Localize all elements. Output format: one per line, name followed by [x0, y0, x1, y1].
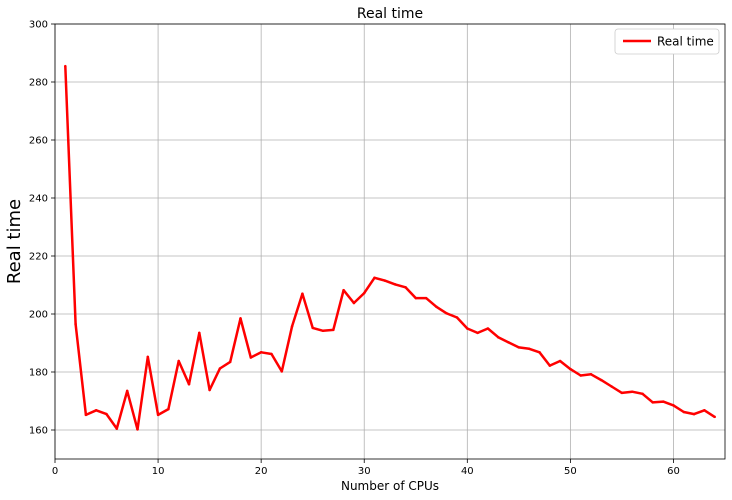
data-point [486, 327, 490, 330]
data-point [84, 413, 88, 417]
data-point [558, 359, 562, 363]
data-point [517, 346, 521, 349]
data-point [589, 373, 593, 376]
data-point [321, 329, 325, 333]
data-point [600, 378, 603, 382]
series-layer [64, 64, 716, 431]
x-tick-label: 20 [255, 466, 268, 477]
data-point [249, 356, 253, 359]
data-point [661, 400, 665, 403]
chart-title: Real time [357, 6, 423, 22]
data-point [435, 305, 438, 309]
plot-frame [54, 23, 726, 460]
data-point [466, 327, 469, 330]
data-point [445, 312, 448, 315]
y-tick-label: 180 [29, 368, 48, 379]
data-point [136, 428, 139, 431]
data-point [527, 347, 531, 351]
data-point [352, 301, 356, 305]
ticks-layer: 0 10 20 30 40 50 60 160 180 200 220 240 260 280 300 [29, 20, 680, 478]
data-point [259, 351, 263, 354]
legend: Real time [614, 28, 720, 55]
data-point [177, 359, 180, 363]
data-point [156, 413, 160, 417]
data-point [332, 328, 335, 332]
data-point [218, 367, 222, 370]
data-point [507, 341, 510, 344]
data-point [311, 326, 314, 330]
data-point [208, 388, 211, 392]
data-point [548, 364, 552, 367]
data-point [630, 390, 634, 393]
legend-box [614, 28, 720, 55]
x-tick-label: 10 [152, 466, 165, 477]
x-tick-label: 0 [52, 466, 58, 477]
data-point [672, 404, 675, 407]
y-tick-label: 160 [29, 426, 48, 437]
data-point [270, 352, 273, 356]
x-axis-label: Number of CPUs [341, 479, 439, 493]
y-axis-label: Real time [4, 199, 25, 284]
data-point [239, 317, 242, 320]
data-point [579, 374, 582, 377]
data-point [538, 351, 541, 354]
data-point [290, 324, 294, 328]
data-point [167, 407, 170, 411]
data-point [682, 410, 686, 414]
data-point [301, 292, 304, 295]
y-tick-label: 200 [29, 310, 48, 321]
legend-label: Real time [657, 35, 714, 49]
data-point [362, 291, 366, 295]
data-point [476, 331, 479, 335]
data-point [146, 355, 150, 359]
data-point [125, 389, 129, 393]
data-point [620, 391, 624, 395]
data-point [115, 427, 119, 430]
data-point [610, 385, 613, 388]
data-point [383, 279, 387, 282]
data-point [455, 316, 459, 319]
series-line [64, 66, 716, 431]
y-tick-label: 300 [29, 20, 48, 31]
x-tick-label: 50 [564, 466, 577, 477]
data-point [692, 412, 696, 416]
data-point [713, 415, 716, 419]
x-tick-label: 40 [461, 466, 474, 477]
data-point [280, 370, 284, 373]
data-point [74, 322, 77, 326]
data-point [94, 409, 98, 412]
data-point [641, 392, 644, 396]
y-tick-label: 260 [29, 136, 48, 147]
x-tick-label: 60 [667, 466, 680, 477]
data-point [198, 331, 201, 335]
grid-lines [54, 23, 725, 459]
data-point [64, 64, 67, 68]
y-tick-label: 280 [29, 78, 48, 89]
data-point [414, 296, 418, 300]
y-tick-label: 240 [29, 194, 48, 205]
x-tick-label: 30 [358, 466, 371, 477]
data-point [373, 276, 376, 280]
data-point [228, 360, 232, 364]
data-point [424, 296, 428, 300]
data-point [569, 367, 572, 371]
data-point [393, 283, 397, 286]
data-point [187, 382, 191, 386]
data-point [651, 401, 655, 404]
data-point [105, 412, 108, 416]
data-point [703, 409, 706, 412]
data-point [496, 335, 500, 339]
data-point [404, 286, 407, 289]
y-tick-label: 220 [29, 252, 48, 263]
data-point [342, 288, 345, 292]
